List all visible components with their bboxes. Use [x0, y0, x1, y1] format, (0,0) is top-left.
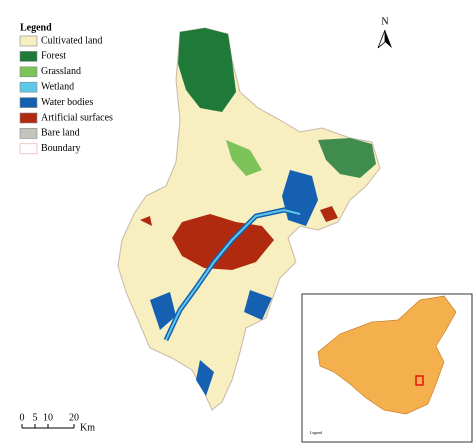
territory	[117, 27, 381, 411]
legend-label: Bare land	[41, 128, 80, 139]
legend-swatch	[19, 51, 38, 62]
north-arrow: N	[377, 16, 392, 49]
inset-map: Legend	[301, 293, 473, 443]
legend-swatch	[19, 143, 38, 155]
urban-area	[172, 214, 274, 270]
legend-label: Boundary	[41, 143, 80, 154]
north-label: N	[381, 16, 388, 27]
study-area-box	[415, 375, 424, 386]
scale-bar: Km 0 5 10 20	[20, 412, 96, 433]
legend-swatch	[19, 81, 38, 93]
legend-label: Wetland	[41, 81, 74, 92]
scale-tick-label: 5	[33, 412, 38, 423]
legend-label: Grassland	[41, 66, 81, 77]
legend-label: Water bodies	[41, 97, 93, 108]
legend: Legend Cultivated land Forest Grassland Wet…	[19, 22, 113, 155]
legend-swatch	[19, 97, 38, 108]
forest-area	[178, 28, 236, 112]
legend-title: Legend	[20, 22, 52, 33]
forest-area	[318, 138, 376, 178]
scale-tick-label: 0	[20, 412, 25, 423]
legend-label: Forest	[41, 51, 66, 62]
scale-tick-label: 20	[69, 412, 79, 423]
legend-label: Artificial surfaces	[41, 112, 113, 123]
river-bank	[165, 208, 301, 341]
arrow-half	[385, 30, 392, 48]
inset-legend-title: Legend	[310, 430, 322, 435]
arrow-half	[377, 29, 386, 49]
water-area	[150, 290, 272, 396]
legend-swatch	[19, 66, 38, 78]
legend-swatch	[19, 112, 38, 124]
legend-swatch	[19, 35, 38, 47]
scale-tick-label: 10	[43, 412, 53, 423]
grassland-area	[226, 140, 262, 176]
scale-unit: Km	[80, 422, 95, 433]
legend-swatch	[19, 128, 38, 139]
legend-label: Cultivated land	[41, 35, 102, 46]
